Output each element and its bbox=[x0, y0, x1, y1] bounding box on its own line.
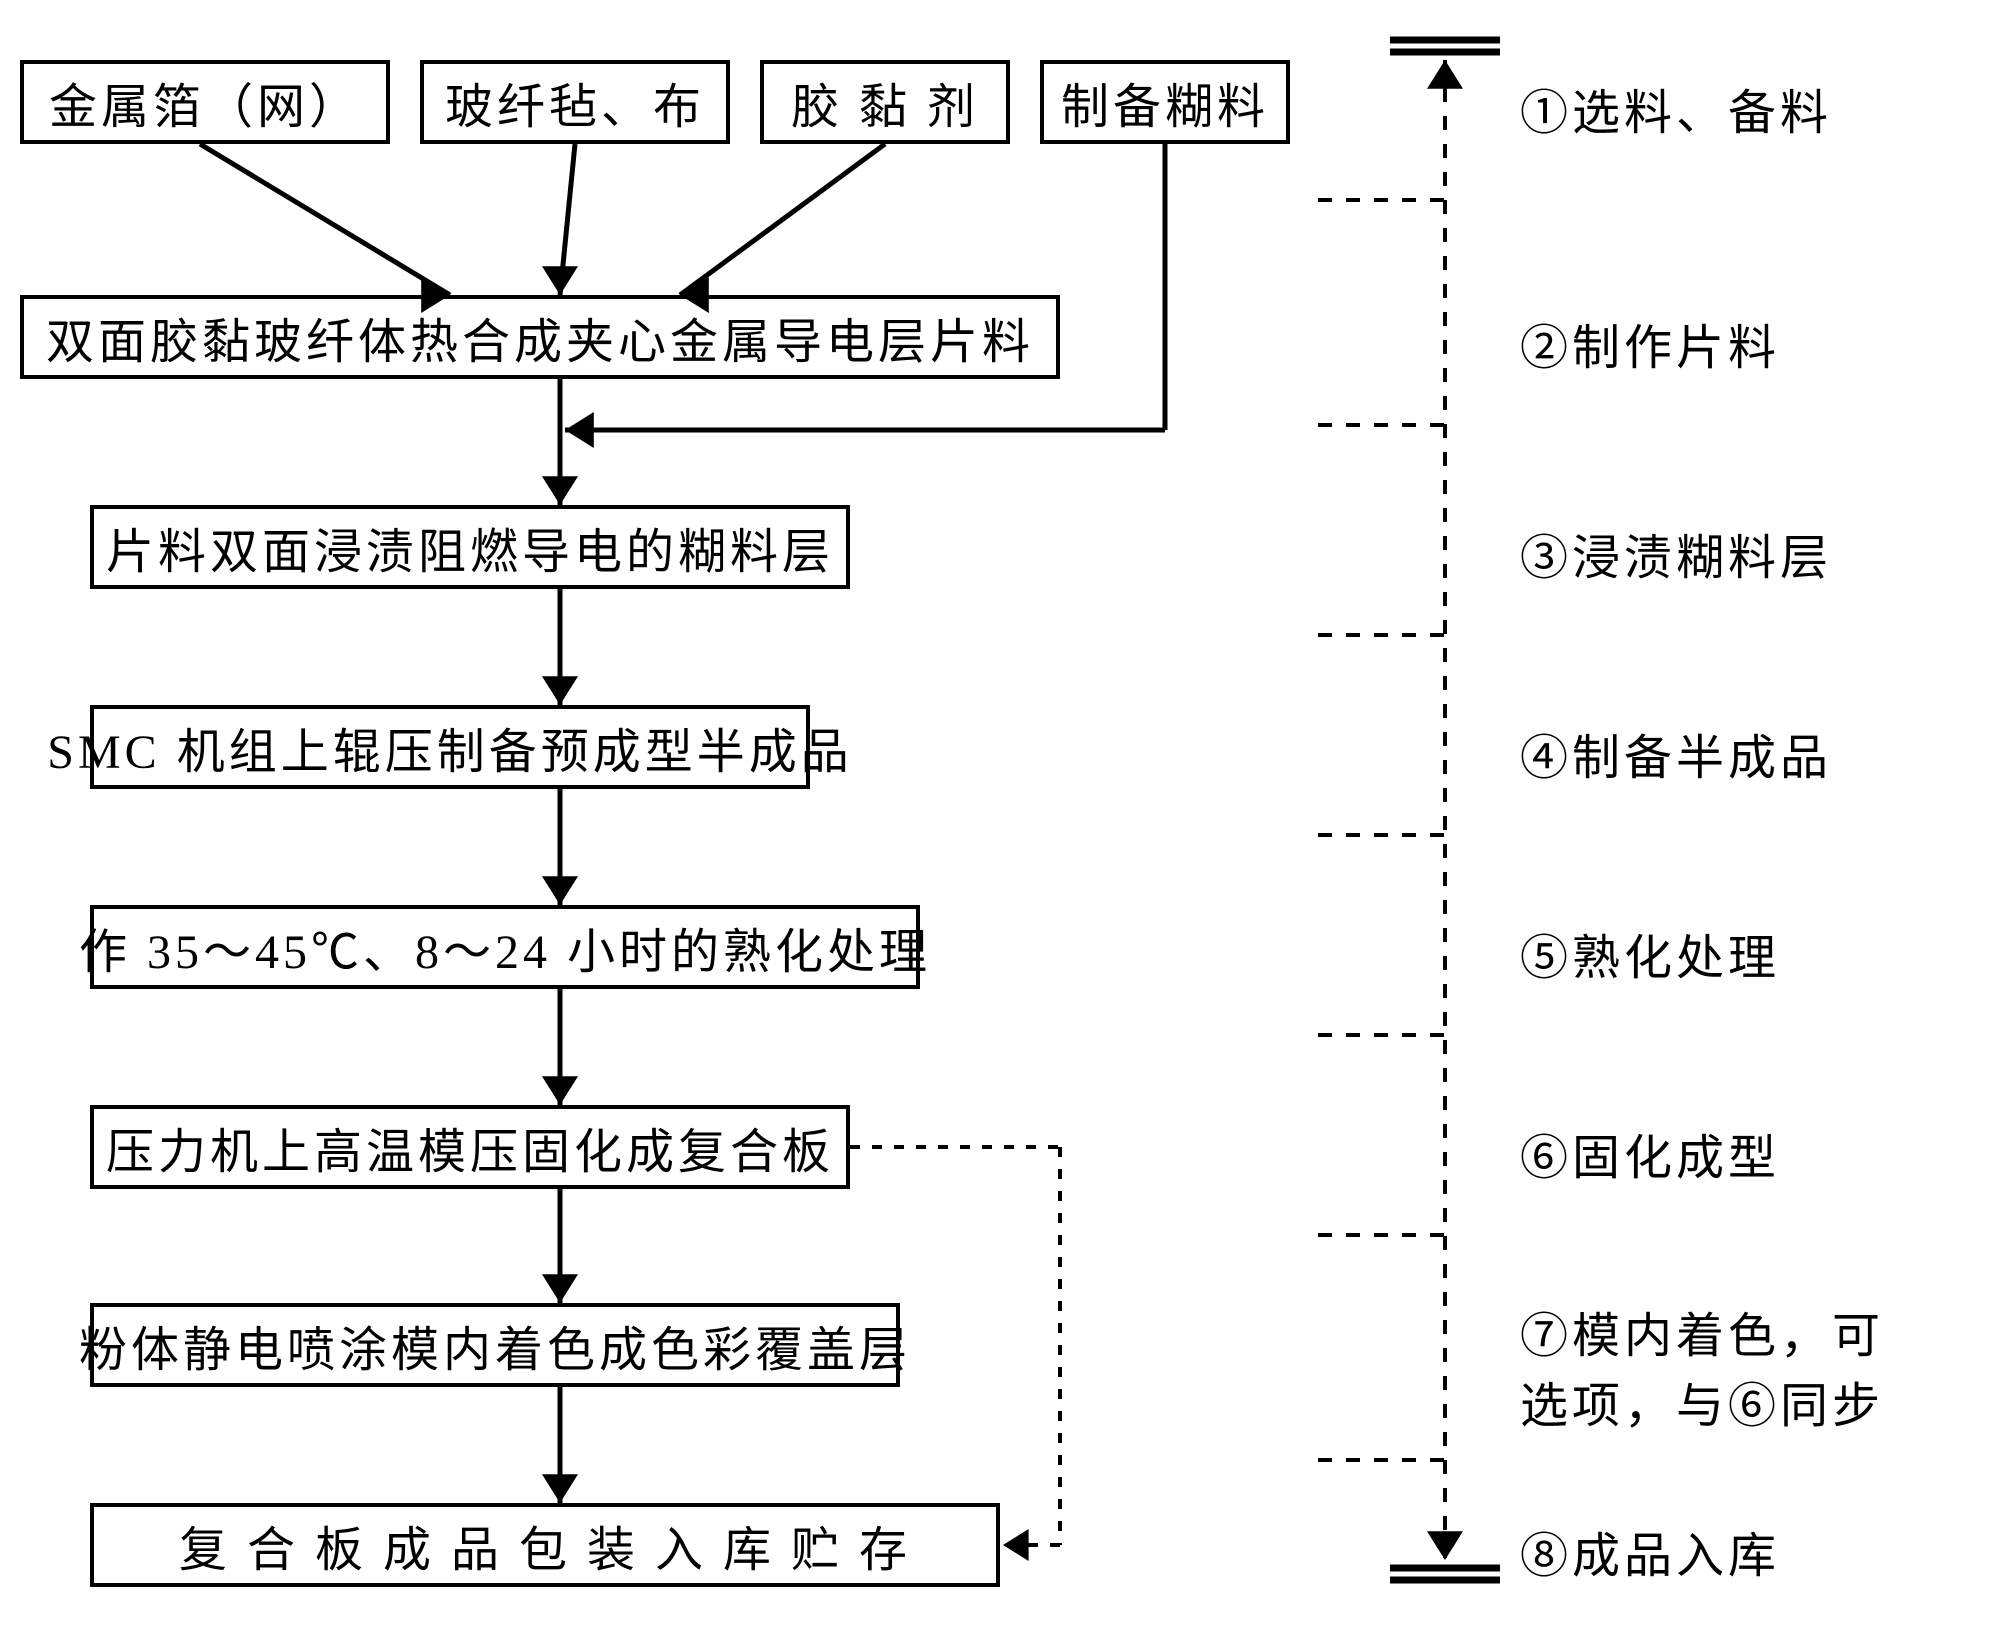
flowchart-connectors bbox=[0, 0, 2007, 1630]
flowchart-root: 金属箔（网）玻纤毡、布胶 黏 剂制备糊料双面胶黏玻纤体热合成夹心金属导电层片料片… bbox=[0, 0, 2007, 1630]
